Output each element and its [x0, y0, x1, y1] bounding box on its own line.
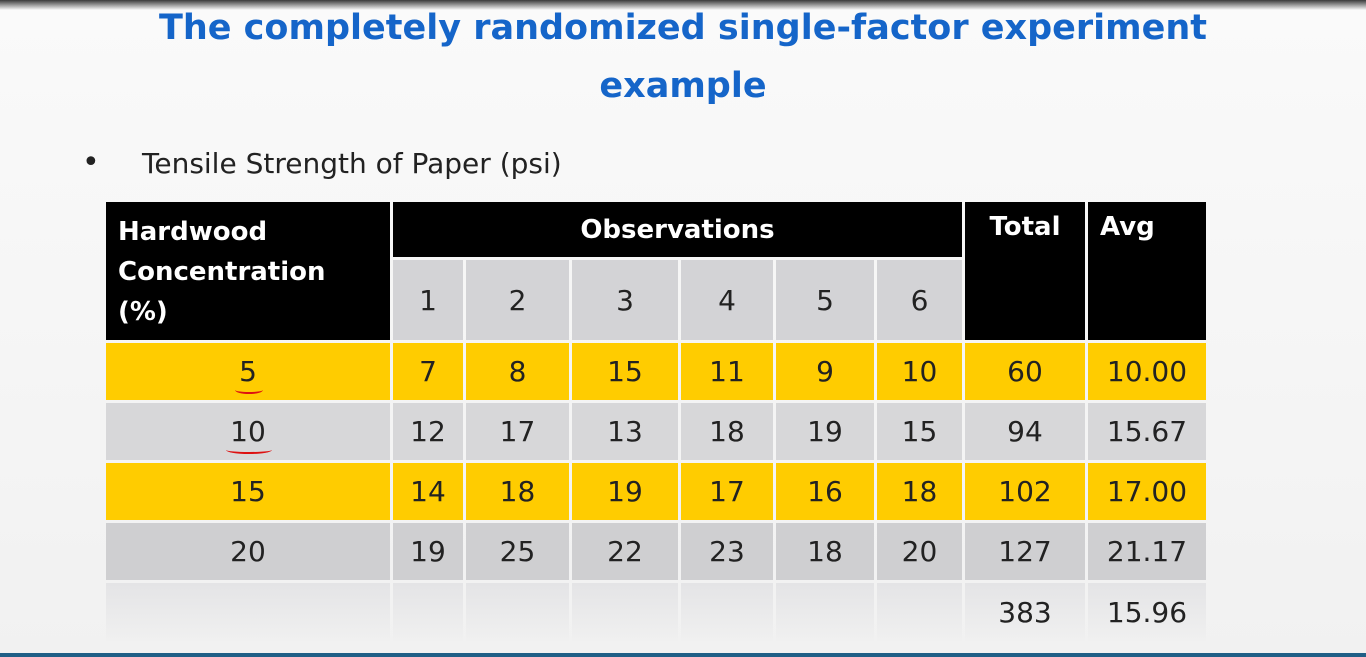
obs-cell: 19 — [572, 463, 678, 520]
obs-cell: 19 — [393, 523, 463, 580]
slide-title: The completely randomized single-factor … — [0, 0, 1366, 114]
empty-cell — [393, 583, 463, 641]
obs-cell: 15 — [572, 343, 678, 400]
obs-cell: 17 — [466, 403, 569, 460]
obs-cell: 13 — [572, 403, 678, 460]
obs-cell: 8 — [466, 343, 569, 400]
obs-cell: 11 — [681, 343, 773, 400]
level-value: 5 — [235, 355, 263, 394]
avg-cell: 15.67 — [1088, 403, 1206, 460]
obs-number: 6 — [877, 260, 962, 340]
obs-cell: 15 — [877, 403, 962, 460]
table-caption: Tensile Strength of Paper (psi) — [142, 147, 562, 180]
obs-number: 2 — [466, 260, 569, 340]
obs-cell: 14 — [393, 463, 463, 520]
total-cell: 94 — [965, 403, 1085, 460]
slide-title-line-2: example — [599, 66, 767, 106]
obs-cell: 23 — [681, 523, 773, 580]
header-observations: Observations — [393, 202, 962, 257]
obs-cell: 20 — [877, 523, 962, 580]
obs-number: 5 — [776, 260, 874, 340]
empty-cell — [106, 583, 390, 641]
obs-cell: 12 — [393, 403, 463, 460]
obs-number: 4 — [681, 260, 773, 340]
obs-cell: 10 — [877, 343, 962, 400]
obs-cell: 25 — [466, 523, 569, 580]
grand-avg-cell: 15.96 — [1088, 583, 1206, 641]
obs-cell: 18 — [776, 523, 874, 580]
header-factor: Hardwood Concentration (%) — [106, 202, 390, 340]
empty-cell — [681, 583, 773, 641]
grand-total-cell: 383 — [965, 583, 1085, 641]
obs-number: 3 — [572, 260, 678, 340]
total-cell: 60 — [965, 343, 1085, 400]
total-cell: 127 — [965, 523, 1085, 580]
empty-cell — [877, 583, 962, 641]
header-total: Total — [965, 202, 1085, 340]
obs-cell: 18 — [877, 463, 962, 520]
slide-title-line-1: The completely randomized single-factor … — [158, 8, 1208, 48]
obs-cell: 7 — [393, 343, 463, 400]
table-row-level: 10 — [106, 403, 390, 460]
video-progress-bar[interactable] — [0, 653, 1366, 657]
level-value: 10 — [226, 415, 272, 454]
total-cell: 102 — [965, 463, 1085, 520]
obs-cell: 9 — [776, 343, 874, 400]
obs-number: 1 — [393, 260, 463, 340]
avg-cell: 17.00 — [1088, 463, 1206, 520]
bullet-point: • — [82, 145, 100, 180]
table-row-level: 5 — [106, 343, 390, 400]
empty-cell — [776, 583, 874, 641]
obs-cell: 19 — [776, 403, 874, 460]
level-value: 15 — [106, 463, 390, 520]
obs-cell: 18 — [466, 463, 569, 520]
obs-cell: 17 — [681, 463, 773, 520]
header-avg: Avg — [1088, 202, 1206, 340]
avg-cell: 10.00 — [1088, 343, 1206, 400]
obs-cell: 22 — [572, 523, 678, 580]
obs-cell: 18 — [681, 403, 773, 460]
data-table: Hardwood Concentration (%) Observations … — [106, 202, 1206, 641]
avg-cell: 21.17 — [1088, 523, 1206, 580]
video-top-overlay — [0, 0, 1366, 10]
level-value: 20 — [106, 523, 390, 580]
empty-cell — [572, 583, 678, 641]
obs-cell: 16 — [776, 463, 874, 520]
empty-cell — [466, 583, 569, 641]
